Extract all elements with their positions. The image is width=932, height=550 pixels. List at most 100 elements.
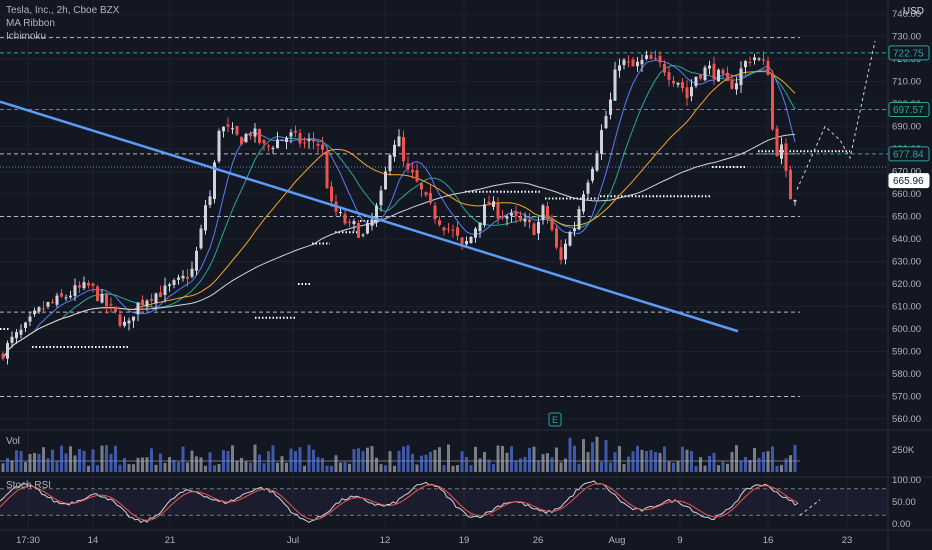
volume-bar <box>780 464 783 472</box>
candle-body <box>532 223 536 236</box>
candle-body <box>46 302 50 307</box>
volume-bar <box>636 445 639 472</box>
candle-body <box>298 133 302 144</box>
volume-bar <box>591 442 594 472</box>
trendline-line[interactable] <box>0 100 739 333</box>
candle-body <box>627 61 630 63</box>
candle-body <box>631 59 635 67</box>
candle-body <box>168 284 171 287</box>
legend-ma-ribbon[interactable]: MA Ribbon <box>6 18 55 29</box>
price-tags: 722.75 697.57 677.84 665.96 <box>888 45 930 189</box>
volume-bar <box>595 436 599 472</box>
projection-line[interactable] <box>796 40 876 190</box>
volume-bar <box>73 455 77 472</box>
volume-bar <box>609 462 612 472</box>
candle-body <box>568 232 572 246</box>
candle-body <box>775 128 779 156</box>
horizontal-levels <box>0 37 888 397</box>
volume-bar <box>28 453 32 472</box>
time-tick-label: 17:30 <box>16 535 40 546</box>
volume-bar <box>96 465 99 472</box>
volume-bar <box>199 457 203 472</box>
price-tick-label: 560.00 <box>892 414 921 425</box>
volume-bar <box>568 437 572 472</box>
candle-body <box>429 193 432 203</box>
price-axis[interactable]: 740.00730.00720.00710.00700.00690.00680.… <box>892 9 921 530</box>
volume-bar <box>60 445 63 472</box>
volume-bar <box>622 464 626 472</box>
candle-body <box>1 353 5 359</box>
volume-bar <box>523 456 527 472</box>
volume-bar <box>541 454 545 472</box>
volume-bar <box>438 447 441 472</box>
candle-body <box>78 285 81 288</box>
volume-bar <box>312 449 315 472</box>
volume-label[interactable]: Vol <box>6 436 20 447</box>
earnings-marker[interactable]: E <box>548 412 562 427</box>
earnings-marker-box[interactable] <box>548 412 562 427</box>
price-tick-label: 690.00 <box>892 122 921 133</box>
stoch-tick-label: 100.00 <box>892 475 921 486</box>
legend-ichimoku[interactable]: Ichimoku <box>6 31 47 42</box>
candle-body <box>285 137 288 142</box>
candle-body <box>712 63 716 80</box>
volume-bar <box>775 465 779 472</box>
currency-label: USD <box>902 6 924 17</box>
volume-bar <box>15 450 18 472</box>
candle-body <box>676 82 680 85</box>
volume-bar <box>298 447 302 472</box>
price-tick-label: 600.00 <box>892 324 921 335</box>
volume-bar <box>672 462 675 472</box>
candle-body <box>177 277 180 280</box>
volume-bar <box>1 463 5 472</box>
volume-bar <box>285 462 288 472</box>
candle-body <box>433 205 437 220</box>
candle-body <box>118 314 122 326</box>
candle-body <box>757 58 761 60</box>
time-axis[interactable]: 17:30 14 21 Jul 12 19 26 Aug 9 16 23 <box>16 535 852 546</box>
candle-body <box>519 216 522 220</box>
time-tick-label: 14 <box>88 535 99 546</box>
volume-bar <box>618 446 621 472</box>
candle-body <box>406 163 410 170</box>
volume-bar <box>757 457 761 472</box>
time-tick-label: 21 <box>165 535 176 546</box>
candle-body <box>195 250 198 271</box>
candle-body <box>420 183 423 190</box>
price-tag-box <box>888 45 930 61</box>
candle-body <box>375 205 378 222</box>
ma-fast-line <box>2 59 796 360</box>
volume-bar <box>685 449 689 472</box>
volume-bar <box>226 451 230 472</box>
candle-body <box>204 205 207 231</box>
price-tick-label: 650.00 <box>892 212 921 223</box>
stoch-rsi-label[interactable]: Stoch RSI <box>6 480 52 491</box>
trendline[interactable] <box>0 100 739 333</box>
volume-bar <box>37 453 41 472</box>
volume-bar <box>721 461 725 472</box>
volume-bar <box>303 465 306 472</box>
volume-bar <box>159 453 162 472</box>
price-tag-box <box>888 146 930 162</box>
volume-bar <box>456 465 459 472</box>
stoch-k-line <box>0 480 799 524</box>
legend-symbol[interactable]: Tesla, Inc., 2h, Cboe BZX <box>6 5 120 16</box>
candle-body <box>379 190 383 206</box>
stoch-tick-label: 50.00 <box>892 497 916 508</box>
candle-body <box>424 191 428 196</box>
volume-bar <box>343 461 347 472</box>
volume-bar <box>213 465 216 472</box>
candle-body <box>442 227 446 231</box>
candle-body <box>699 74 702 79</box>
price-tick-label: 660.00 <box>892 189 921 200</box>
volume-bar <box>712 452 716 472</box>
candle-body <box>573 228 576 232</box>
candle-body <box>316 143 320 146</box>
candle-body <box>591 168 594 181</box>
volume-bar <box>6 458 9 472</box>
volume-bar <box>316 457 320 472</box>
candle-body <box>289 132 293 137</box>
projection-path[interactable] <box>796 40 876 190</box>
candle-body <box>411 169 414 173</box>
